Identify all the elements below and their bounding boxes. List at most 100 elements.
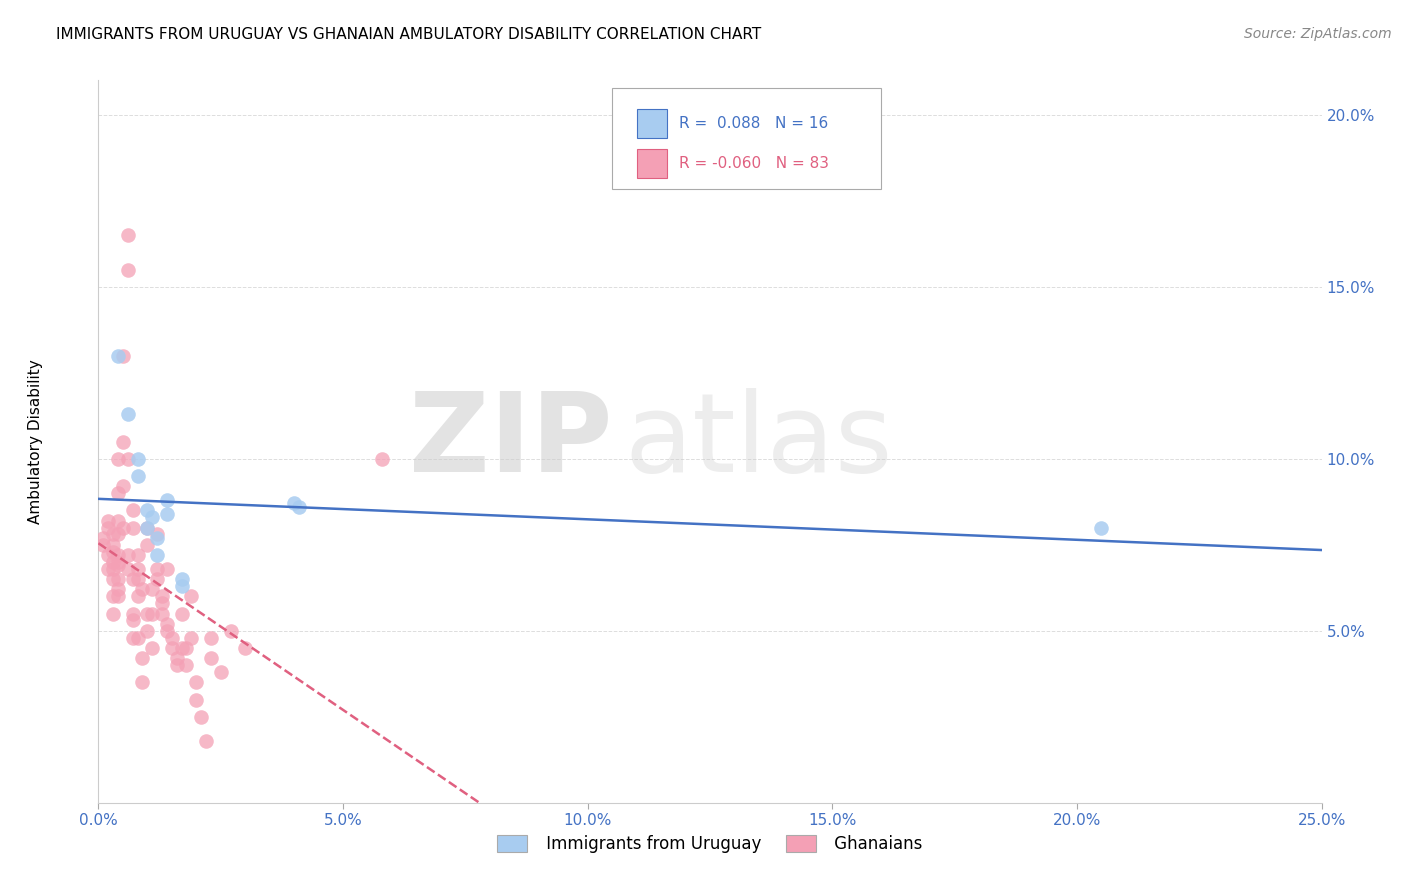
Point [127, 451, 149, 466]
Point [117, 228, 139, 243]
Point [127, 572, 149, 586]
Point [186, 675, 208, 690]
Point [136, 503, 159, 517]
Point [150, 590, 173, 604]
Point [180, 631, 202, 645]
Point [117, 451, 139, 466]
Text: ZIP: ZIP [409, 388, 612, 495]
Point [107, 548, 129, 562]
Point [209, 665, 232, 679]
FancyBboxPatch shape [637, 149, 668, 178]
Point [160, 631, 183, 645]
Point [101, 538, 124, 552]
Point [283, 496, 305, 510]
Point [146, 527, 169, 541]
Point [146, 562, 169, 576]
Point [156, 507, 179, 521]
Point [107, 572, 129, 586]
Text: atlas: atlas [624, 388, 893, 495]
Point [170, 607, 193, 621]
Point [127, 590, 149, 604]
Point [141, 640, 163, 655]
Point [101, 590, 124, 604]
Point [150, 596, 173, 610]
Point [166, 651, 188, 665]
FancyBboxPatch shape [637, 109, 668, 138]
Y-axis label: Ambulatory Disability: Ambulatory Disability [28, 359, 42, 524]
Point [121, 614, 143, 628]
Point [131, 675, 153, 690]
Point [97, 548, 120, 562]
Point [288, 500, 311, 514]
Point [107, 555, 129, 569]
Point [141, 582, 163, 597]
Point [101, 572, 124, 586]
Point [121, 607, 143, 621]
Point [150, 607, 173, 621]
FancyBboxPatch shape [612, 87, 882, 188]
Point [107, 451, 129, 466]
Point [146, 572, 169, 586]
Point [131, 651, 153, 665]
Point [136, 520, 159, 534]
Point [107, 527, 129, 541]
Point [180, 590, 202, 604]
Point [121, 572, 143, 586]
Text: IMMIGRANTS FROM URUGUAY VS GHANAIAN AMBULATORY DISABILITY CORRELATION CHART: IMMIGRANTS FROM URUGUAY VS GHANAIAN AMBU… [56, 27, 762, 42]
Point [107, 486, 129, 500]
Point [176, 658, 198, 673]
Point [117, 548, 139, 562]
Point [91, 538, 114, 552]
Point [136, 607, 159, 621]
Point [127, 548, 149, 562]
Point [111, 434, 134, 449]
Point [127, 469, 149, 483]
Point [141, 510, 163, 524]
Point [160, 640, 183, 655]
Point [195, 734, 218, 748]
Point [101, 544, 124, 558]
Point [131, 582, 153, 597]
Point [117, 562, 139, 576]
Text: R = -0.060   N = 83: R = -0.060 N = 83 [679, 156, 830, 171]
Point [97, 514, 120, 528]
Point [107, 582, 129, 597]
Point [200, 631, 222, 645]
Point [121, 520, 143, 534]
Text: R =  0.088   N = 16: R = 0.088 N = 16 [679, 116, 828, 131]
Legend:  Immigrants from Uruguay,  Ghanaians: Immigrants from Uruguay, Ghanaians [491, 828, 929, 860]
Point [166, 658, 188, 673]
Point [111, 520, 134, 534]
Point [176, 640, 198, 655]
Point [136, 624, 159, 638]
Point [97, 520, 120, 534]
Point [107, 590, 129, 604]
Point [233, 640, 256, 655]
Point [1090, 520, 1112, 534]
Point [121, 503, 143, 517]
Point [111, 349, 134, 363]
Point [101, 607, 124, 621]
Point [371, 451, 394, 466]
Point [200, 651, 222, 665]
Point [219, 624, 242, 638]
Point [127, 562, 149, 576]
Point [101, 527, 124, 541]
Point [91, 531, 114, 545]
Point [141, 607, 163, 621]
Point [111, 479, 134, 493]
Point [156, 493, 179, 508]
Point [107, 349, 129, 363]
Point [170, 572, 193, 586]
Point [136, 538, 159, 552]
Point [136, 520, 159, 534]
Point [117, 407, 139, 421]
Point [156, 562, 179, 576]
Point [97, 562, 120, 576]
Point [146, 548, 169, 562]
Point [127, 631, 149, 645]
Point [146, 531, 169, 545]
Point [101, 562, 124, 576]
Point [117, 262, 139, 277]
Point [107, 558, 129, 573]
